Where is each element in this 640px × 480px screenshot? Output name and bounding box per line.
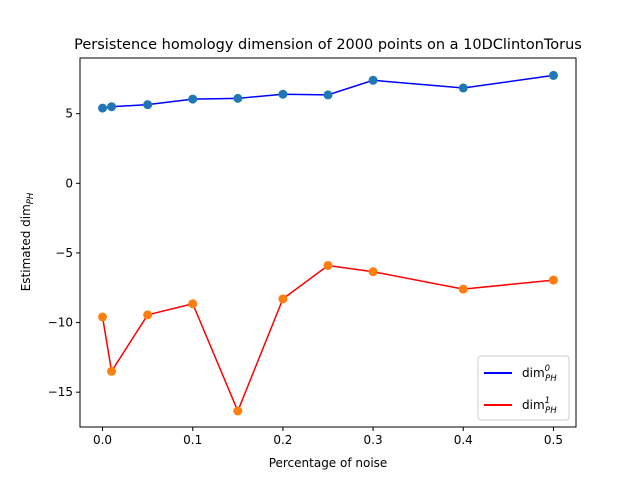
y-tick-label: 5 — [65, 107, 73, 121]
series-1-point — [368, 267, 378, 277]
series-0-point — [107, 102, 117, 112]
y-tick-label: −15 — [48, 385, 73, 399]
x-tick-label: 0.1 — [183, 433, 202, 447]
series-0-point — [458, 83, 468, 93]
series-1-point — [548, 275, 558, 285]
x-tick-label: 0.5 — [544, 433, 563, 447]
series-1-point — [188, 299, 198, 309]
y-axis-title-subscript: PH — [26, 192, 36, 204]
series-0-point — [548, 70, 558, 80]
series-1-point — [278, 294, 288, 304]
series-0-point — [368, 75, 378, 85]
y-tick-label: −5 — [55, 246, 73, 260]
x-axis-title: Percentage of noise — [269, 456, 388, 470]
y-axis-title: Estimated dimPH — [19, 192, 36, 291]
axes-frame — [79, 57, 577, 428]
series-1-point — [107, 366, 117, 376]
series-0-point — [233, 93, 243, 103]
series-1-point — [233, 406, 243, 416]
chart-title: Persistence homology dimension of 2000 p… — [74, 37, 582, 53]
x-tick-label: 0.2 — [273, 433, 292, 447]
series-0-line — [102, 74, 554, 109]
x-tick-label: 0.3 — [364, 433, 383, 447]
series-0-point — [188, 94, 198, 104]
series-1-point — [323, 260, 333, 270]
series-0-point — [98, 103, 108, 113]
legend: dim0 PH dim1 PH — [477, 355, 570, 421]
x-tick-label: 0.0 — [93, 433, 112, 447]
series-1-point — [98, 312, 108, 322]
y-axis-title-main: Estimated dim — [19, 204, 33, 291]
series-1-point — [458, 284, 468, 294]
y-tick-label: −10 — [48, 316, 73, 330]
y-tick-label: 0 — [65, 176, 73, 190]
series-1-line — [101, 264, 554, 413]
series-0-point — [278, 89, 288, 99]
series-0-point — [143, 100, 153, 110]
x-tick-label: 0.4 — [454, 433, 473, 447]
series-1-point — [143, 310, 153, 320]
legend-label-series-0: dim0 PH — [522, 364, 557, 384]
series-0-point — [323, 90, 333, 100]
legend-label-series-1: dim1 PH — [522, 396, 557, 416]
plot-area: 0.0 0.1 0.2 0.3 0.4 0.5 5 0 −5 −10 −15 — [48, 57, 577, 447]
